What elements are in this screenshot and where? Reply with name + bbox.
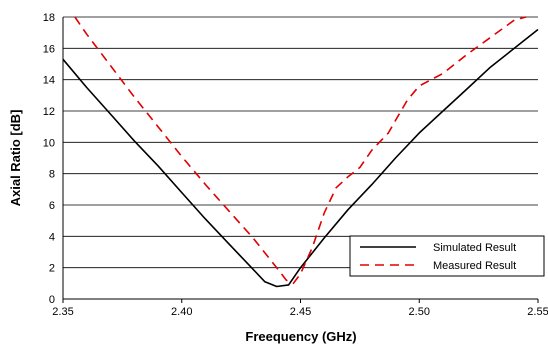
legend-label-simulated: Simulated Result [433, 242, 516, 254]
axes [62, 17, 539, 303]
grid-lines [63, 16, 538, 269]
y-tick-label: 2 [49, 263, 55, 275]
y-tick-label: 6 [49, 200, 55, 212]
legend-box [349, 235, 545, 277]
x-tick-label: 2.50 [409, 306, 430, 318]
plot-lines [62, 16, 539, 288]
x-tick-label: 2.55 [527, 306, 548, 318]
y-tick-label: 14 [43, 75, 55, 87]
y-axis-title: Axial Ratio [dB] [8, 110, 23, 207]
legend-label-measured: Measured Result [433, 260, 516, 272]
y-tick-label: 8 [49, 169, 55, 181]
y-tick-label: 10 [43, 137, 55, 149]
y-tick-label: 16 [43, 43, 55, 55]
x-axis-title: Freequency (GHz) [245, 329, 356, 344]
tick-labels: 0 2 4 6 8 10 12 14 16 18 2.35 2.40 2.45 2.50 2.55 [43, 12, 548, 318]
y-tick-label: 18 [43, 12, 55, 24]
y-tick-label: 0 [49, 294, 55, 306]
y-tick-label: 4 [49, 231, 55, 243]
legend: Simulated Result Measured Result [349, 235, 545, 277]
x-tick-label: 2.40 [171, 306, 192, 318]
series-line-measured [74, 16, 527, 285]
x-tick-label: 2.45 [290, 306, 311, 318]
y-tick-label: 12 [43, 106, 55, 118]
x-tick-label: 2.35 [52, 306, 73, 318]
series-line-simulated [62, 28, 539, 288]
